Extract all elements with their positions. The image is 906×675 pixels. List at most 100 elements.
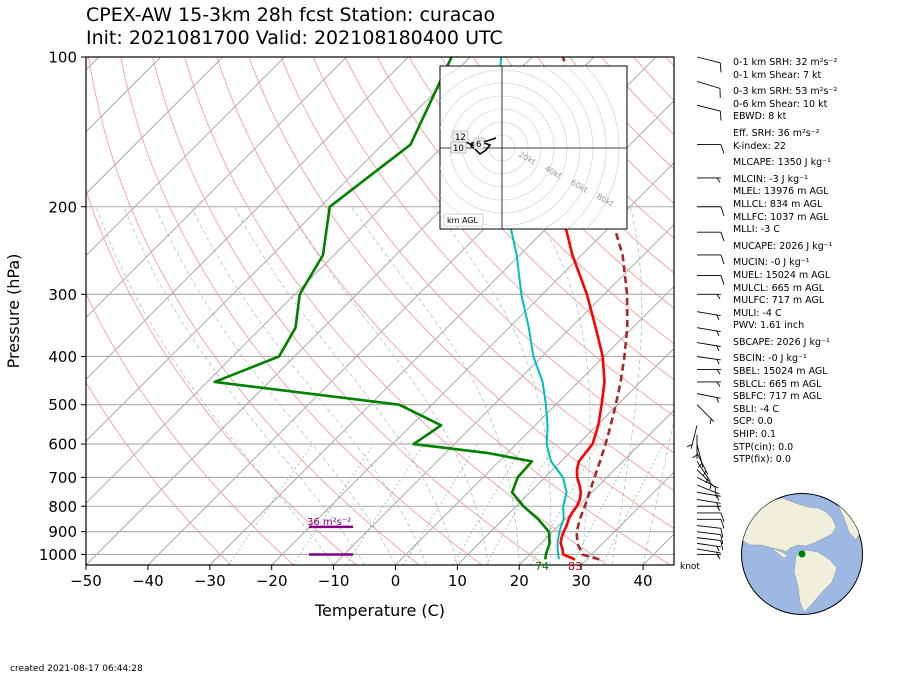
wind-barb (696, 404, 715, 425)
wind-barb (686, 425, 698, 449)
stat-line: MLLI: -3 C (733, 224, 780, 236)
stat-line: SBCIN: -0 J kg⁻¹ (733, 353, 807, 365)
stat-line: 0-1 km SRH: 32 m²s⁻² (733, 57, 838, 68)
dry-adiabat (248, 57, 674, 530)
moist-adiabat (234, 206, 458, 565)
hodo-height-label: 12 (455, 133, 466, 143)
stat-line: Eff. SRH: 36 m²s⁻² (733, 127, 820, 139)
wind-barb (696, 104, 722, 121)
wind-barb (696, 342, 721, 351)
y-tick-label: 500 (48, 396, 77, 414)
y-tick-label: 800 (48, 498, 77, 516)
stat-line: MLCAPE: 1350 J kg⁻¹ (733, 157, 831, 169)
chart-title-line2: Init: 2021081700 Valid: 202108180400 UTC (86, 27, 503, 49)
wind-barb (692, 434, 698, 459)
y-tick-label: 900 (48, 523, 77, 541)
parcel-line (561, 57, 629, 561)
y-axis-label: Pressure (hPa) (4, 254, 23, 369)
dry-adiabat (216, 57, 671, 565)
wind-barb (696, 56, 722, 73)
dry-adiabat (344, 57, 674, 417)
wind-barb (697, 369, 721, 375)
dry-adiabat (86, 189, 357, 565)
stat-line: MUCAPE: 2026 J kg⁻¹ (733, 240, 833, 252)
isotherm (518, 409, 674, 565)
wind-barb (696, 548, 721, 558)
wind-barb (697, 177, 721, 183)
wind-barb (696, 356, 721, 365)
dry-adiabat (152, 57, 545, 565)
wind-barb (696, 537, 724, 550)
dry-adiabat (86, 381, 232, 565)
wind-barb (697, 554, 721, 560)
dry-adiabat (86, 292, 295, 565)
stat-line: SBLI: -4 C (733, 403, 779, 415)
wind-barb (696, 525, 724, 538)
stat-line: MULFC: 717 m AGL (733, 295, 825, 307)
wind-barb (697, 206, 725, 216)
isotherm (209, 100, 674, 565)
y-tick-label: 100 (48, 49, 77, 67)
x-tick-label: 0 (391, 572, 401, 590)
dry-adiabat (472, 57, 674, 274)
hodograph: 20kt 40kt 60kt 80kt 12 10 6 km AGL (439, 65, 628, 230)
y-tick-label: 400 (48, 348, 77, 366)
x-tick-label: 40 (634, 572, 653, 590)
mixing-ratio-line (292, 443, 375, 565)
wind-barb (696, 542, 721, 552)
stat-line: SHIP: 0.1 (733, 429, 777, 441)
stat-line: STP(fix): 0.0 (733, 454, 791, 466)
stat-line: STP(cin): 0.0 (733, 441, 794, 453)
moist-adiabat (286, 206, 489, 565)
stat-line: MLCIN: -3 J kg⁻¹ (733, 173, 808, 185)
stat-line: EBWD: 8 kt (733, 111, 787, 123)
srh-label: 36 m²s⁻² (307, 517, 351, 528)
chart-title-line1: CPEX-AW 15-3km 28h fcst Station: curacao (86, 4, 496, 26)
location-globe (741, 493, 863, 615)
wind-barb (696, 491, 721, 501)
wind-barb (696, 452, 709, 476)
stat-line: SBEL: 15024 m AGL (733, 366, 828, 378)
created-timestamp: created 2021-08-17 06:44:28 (10, 664, 143, 674)
moist-adiabat (531, 206, 591, 565)
plot-frame (85, 56, 675, 566)
y-tick-label: 200 (48, 198, 77, 216)
x-tick-label: −20 (256, 572, 288, 590)
y-tick-label: 1000 (39, 546, 77, 564)
x-tick-label: 20 (510, 572, 529, 590)
wind-barb (696, 484, 720, 498)
isotherm (457, 347, 674, 565)
dewpoint-line (213, 57, 551, 560)
dry-adiabat (312, 57, 674, 454)
stat-line: MUCIN: -0 J kg⁻¹ (733, 257, 810, 269)
mixing-ratio-line (345, 443, 425, 565)
isotherm (86, 57, 409, 381)
wind-barb (697, 231, 725, 242)
x-axis-label: Temperature (C) (314, 601, 445, 620)
station-marker (798, 550, 806, 558)
stat-line: 0-1 km Shear: 7 kt (733, 69, 822, 81)
isotherm (86, 57, 471, 442)
isotherm (580, 471, 674, 565)
dry-adiabat (408, 57, 674, 345)
wind-barb (697, 518, 725, 529)
hodo-height-label: 10 (453, 144, 464, 154)
barb-units-label: knot (680, 562, 700, 572)
moist-adiabat (191, 206, 427, 565)
temperature-line (531, 144, 606, 561)
wind-barb (697, 144, 725, 154)
stat-line: MULCL: 665 m AGL (733, 282, 825, 294)
moist-adiabat (611, 206, 643, 565)
mixing-ratio-line (228, 443, 313, 565)
wind-barb (696, 327, 721, 337)
moist-adiabat (154, 206, 396, 565)
virtual-temperature-line (493, 57, 568, 560)
wind-barb (696, 531, 724, 545)
wind-barb (696, 393, 721, 403)
x-tick-label: −40 (132, 572, 164, 590)
isotherm (86, 57, 223, 195)
mixing-ratio-line (452, 443, 525, 565)
mixing-ratio-line (571, 443, 636, 565)
wind-barb (696, 443, 704, 468)
